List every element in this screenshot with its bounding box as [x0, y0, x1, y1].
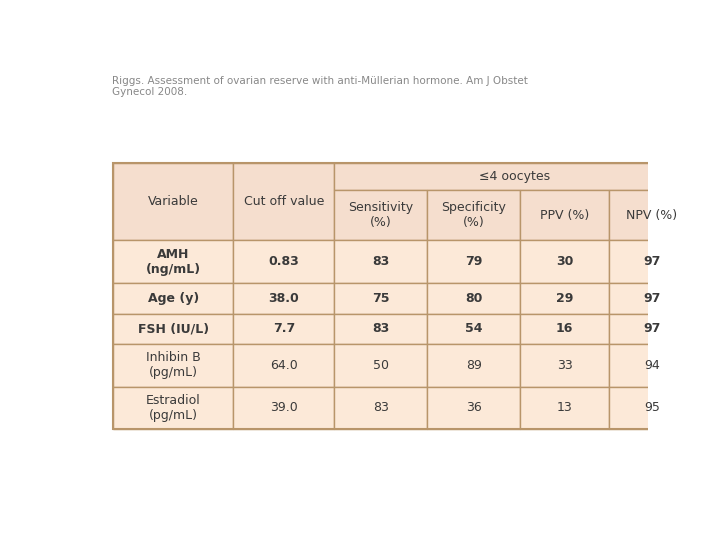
- Bar: [520, 283, 609, 314]
- Bar: [520, 190, 609, 240]
- Text: 83: 83: [372, 255, 390, 268]
- Text: 54: 54: [465, 322, 482, 335]
- Text: ≤4 oocytes: ≤4 oocytes: [479, 170, 550, 184]
- Text: 75: 75: [372, 292, 390, 305]
- Text: Age (y): Age (y): [148, 292, 199, 305]
- Text: 97: 97: [643, 322, 660, 335]
- Bar: [609, 387, 695, 429]
- Bar: [334, 314, 427, 345]
- Text: 38.0: 38.0: [269, 292, 299, 305]
- Bar: [609, 190, 695, 240]
- Text: NPV (%): NPV (%): [626, 209, 678, 222]
- Bar: [427, 314, 520, 345]
- Bar: [427, 190, 520, 240]
- Bar: [520, 387, 609, 429]
- Bar: [520, 240, 609, 283]
- Bar: [233, 387, 334, 429]
- Bar: [113, 164, 695, 429]
- Bar: [113, 240, 233, 283]
- Text: 13: 13: [557, 401, 572, 414]
- Bar: [233, 345, 334, 387]
- Bar: [113, 345, 233, 387]
- Bar: [113, 283, 233, 314]
- Text: 36: 36: [466, 401, 482, 414]
- Bar: [233, 240, 334, 283]
- Bar: [334, 283, 427, 314]
- Text: 39.0: 39.0: [270, 401, 297, 414]
- Bar: [609, 345, 695, 387]
- Text: Sensitivity
(%): Sensitivity (%): [348, 201, 413, 229]
- Text: 97: 97: [643, 292, 660, 305]
- Text: PPV (%): PPV (%): [540, 209, 589, 222]
- Bar: [334, 387, 427, 429]
- Text: Cut off value: Cut off value: [243, 195, 324, 208]
- Text: Estradiol
(pg/mL): Estradiol (pg/mL): [146, 394, 201, 422]
- Text: 50: 50: [373, 359, 389, 372]
- Text: Riggs. Assessment of ovarian reserve with anti-Müllerian hormone. Am J Obstet
Gy: Riggs. Assessment of ovarian reserve wit…: [112, 76, 528, 97]
- Bar: [334, 190, 427, 240]
- Bar: [427, 240, 520, 283]
- Bar: [113, 387, 233, 429]
- Bar: [520, 345, 609, 387]
- Text: 16: 16: [556, 322, 573, 335]
- Bar: [334, 240, 427, 283]
- Text: 79: 79: [465, 255, 482, 268]
- Text: Variable: Variable: [148, 195, 199, 208]
- Bar: [427, 387, 520, 429]
- Bar: [233, 164, 334, 240]
- Text: AMH
(ng/mL): AMH (ng/mL): [145, 247, 201, 275]
- Text: 29: 29: [556, 292, 573, 305]
- Text: 7.7: 7.7: [273, 322, 295, 335]
- Bar: [609, 314, 695, 345]
- Text: 33: 33: [557, 359, 572, 372]
- Bar: [609, 283, 695, 314]
- Text: 83: 83: [372, 322, 390, 335]
- Bar: [427, 283, 520, 314]
- Text: 89: 89: [466, 359, 482, 372]
- Text: 97: 97: [643, 255, 660, 268]
- Bar: [609, 240, 695, 283]
- Bar: [113, 164, 233, 240]
- Bar: [233, 283, 334, 314]
- Text: 30: 30: [556, 255, 573, 268]
- Bar: [233, 314, 334, 345]
- Text: 80: 80: [465, 292, 482, 305]
- Text: 83: 83: [373, 401, 389, 414]
- Bar: [334, 164, 695, 190]
- Text: Inhibin B
(pg/mL): Inhibin B (pg/mL): [146, 352, 201, 380]
- Text: 0.83: 0.83: [269, 255, 299, 268]
- Text: FSH (IU/L): FSH (IU/L): [138, 322, 209, 335]
- Bar: [427, 345, 520, 387]
- Text: 94: 94: [644, 359, 660, 372]
- Bar: [113, 314, 233, 345]
- Text: 95: 95: [644, 401, 660, 414]
- Bar: [334, 345, 427, 387]
- Text: 64.0: 64.0: [270, 359, 297, 372]
- Bar: [520, 314, 609, 345]
- Text: Specificity
(%): Specificity (%): [441, 201, 506, 229]
